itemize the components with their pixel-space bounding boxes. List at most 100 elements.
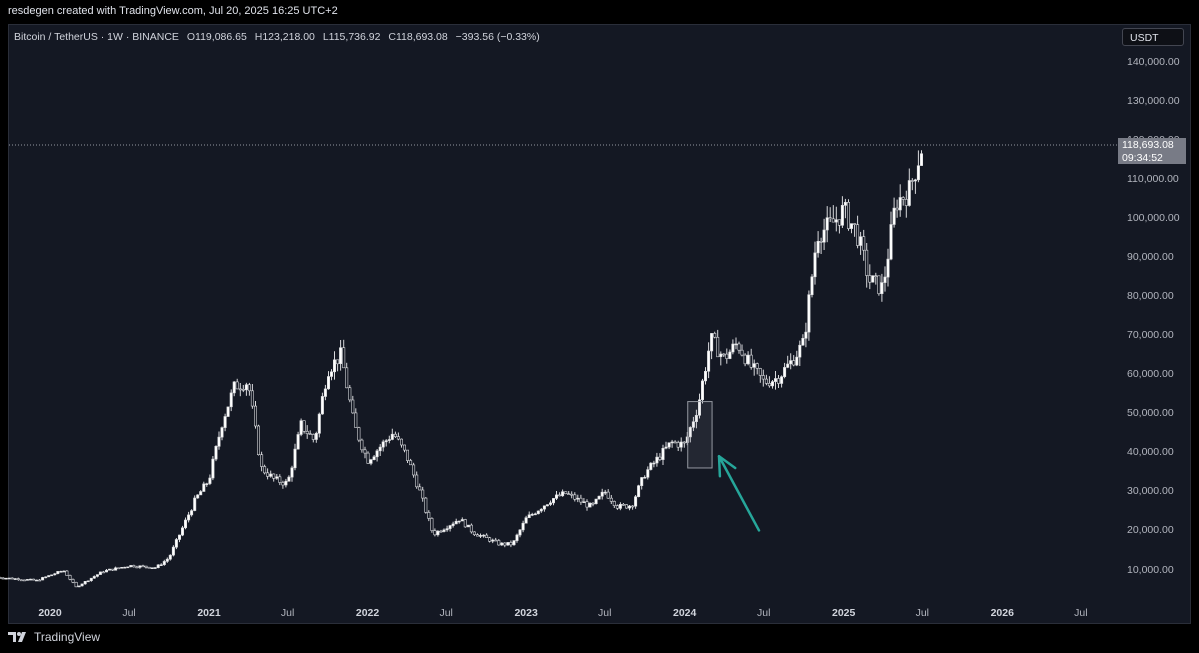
candle-up (524, 517, 528, 524)
chart-area[interactable] (8, 24, 1191, 624)
candle-up (664, 446, 668, 449)
candle-down (831, 218, 835, 223)
candle-up (138, 565, 142, 568)
candle-down (865, 249, 869, 276)
candle-up (92, 576, 96, 579)
candle-up (171, 546, 175, 556)
candle-up (114, 567, 118, 571)
candle-down (895, 207, 899, 211)
candle-up (466, 524, 470, 528)
candle-down (874, 275, 878, 278)
candle-down (862, 236, 866, 251)
candle-up (86, 580, 90, 583)
candle-down (558, 494, 562, 497)
candle-up (317, 413, 321, 434)
candle-down (348, 387, 352, 401)
candle-up (889, 224, 893, 260)
candle-down (147, 566, 151, 569)
candle-down (743, 354, 747, 365)
candle-up (369, 459, 373, 464)
candle-down (624, 504, 628, 509)
candle-up (649, 462, 653, 470)
candle-up (326, 376, 330, 390)
candle-down (65, 570, 69, 576)
highlight-rectangle[interactable] (687, 401, 713, 469)
candle-down (497, 540, 501, 546)
candle-down (606, 491, 610, 499)
candle-up (50, 574, 54, 577)
candle-up (178, 534, 182, 540)
candle-up (640, 477, 644, 486)
candle-up (448, 525, 452, 529)
candle-down (409, 460, 413, 466)
candle-up (783, 367, 787, 377)
candle-up (34, 579, 38, 582)
candle-up (518, 529, 522, 536)
candle-up (880, 282, 884, 295)
candle-down (792, 360, 796, 366)
candle-up (734, 343, 738, 346)
candle-up (700, 380, 704, 401)
candle-down (564, 491, 568, 495)
candle-down (342, 347, 346, 369)
footer-brand[interactable]: TradingView (8, 630, 100, 644)
candle-up (293, 448, 297, 469)
candle-up (120, 566, 124, 569)
x-tick-label: 2020 (38, 607, 62, 619)
candle-up (603, 491, 607, 494)
candle-down (877, 275, 881, 294)
candle-up (187, 514, 191, 521)
candle-up (588, 502, 592, 508)
candle-down (472, 531, 476, 536)
candle-down (68, 575, 72, 580)
candle-up (491, 539, 495, 542)
candle-up (329, 371, 333, 377)
candle-up (506, 542, 510, 546)
candle-up (542, 505, 546, 510)
annotation-arrowhead (717, 455, 737, 478)
candle-down (308, 433, 312, 436)
annotation-arrow[interactable] (717, 455, 761, 532)
candle-up (527, 514, 531, 518)
candle-up (834, 219, 838, 223)
candle-up (694, 414, 698, 422)
candle-up (223, 416, 227, 428)
candle-up (786, 363, 790, 368)
candle-down (10, 577, 14, 580)
candle-down (776, 378, 780, 384)
y-tick-label: 20,000.00 (1127, 524, 1174, 537)
candle-down (853, 223, 857, 225)
candle-down (904, 199, 908, 206)
x-tick-label: 2025 (832, 607, 856, 619)
candle-down (430, 518, 434, 531)
candle-up (89, 577, 93, 582)
candle-down (901, 197, 905, 200)
candle-up (7, 577, 11, 580)
candle-up (451, 523, 455, 526)
x-tick-label: 2023 (514, 607, 538, 619)
low-value: 115,736.92 (328, 31, 381, 43)
candle-down (421, 489, 425, 499)
x-tick-label: 2021 (197, 607, 221, 619)
candle-up (600, 491, 604, 497)
candle-down (260, 454, 264, 467)
candle-down (567, 493, 571, 496)
candle-up (655, 456, 659, 464)
candle-up (129, 565, 133, 568)
currency-button[interactable]: USDT (1122, 28, 1184, 46)
candle-down (336, 359, 340, 365)
candle-up (214, 445, 218, 460)
candle-up (372, 456, 376, 460)
candle-up (530, 513, 534, 516)
candle-up (339, 347, 343, 365)
candle-up (269, 473, 273, 477)
candle-up (323, 388, 327, 397)
candle-up (691, 421, 695, 428)
candle-up (545, 504, 549, 507)
candle-up (442, 529, 446, 532)
candle-down (503, 542, 507, 546)
candle-down (111, 568, 115, 571)
candle-down (16, 578, 20, 580)
y-tick-label: 80,000.00 (1127, 290, 1174, 303)
candle-up (199, 491, 203, 496)
